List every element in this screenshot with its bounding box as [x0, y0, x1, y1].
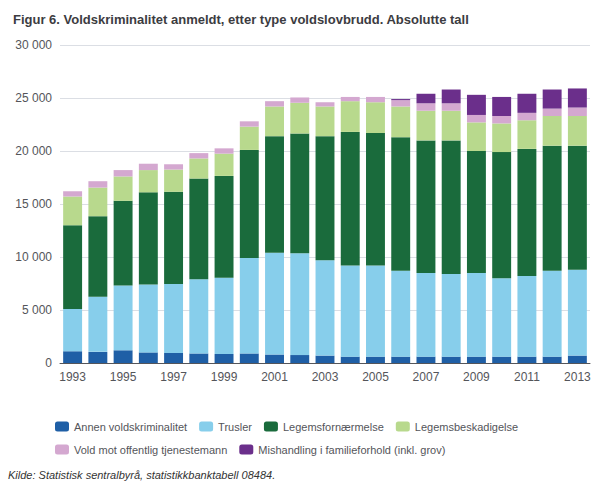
svg-text:2007: 2007	[413, 370, 440, 384]
svg-text:25 000: 25 000	[15, 91, 52, 105]
svg-text:Trusler: Trusler	[218, 421, 252, 433]
svg-text:1997: 1997	[160, 370, 187, 384]
svg-text:1999: 1999	[211, 370, 238, 384]
svg-text:2009: 2009	[463, 370, 490, 384]
svg-text:10 000: 10 000	[15, 250, 52, 264]
svg-text:20 000: 20 000	[15, 144, 52, 158]
svg-text:Annen voldskriminalitet: Annen voldskriminalitet	[74, 421, 187, 433]
svg-text:1993: 1993	[59, 370, 86, 384]
svg-text:2013: 2013	[564, 370, 591, 384]
svg-text:2011: 2011	[514, 370, 540, 384]
svg-text:2001: 2001	[261, 370, 288, 384]
svg-text:Vold mot offentlig tjenesteman: Vold mot offentlig tjenestemann	[74, 444, 227, 456]
svg-text:2005: 2005	[362, 370, 389, 384]
svg-text:30 000: 30 000	[15, 38, 52, 52]
svg-text:Legemsbeskadigelse: Legemsbeskadigelse	[415, 421, 518, 433]
svg-text:Kilde: Statistisk sentralbyrå,: Kilde: Statistisk sentralbyrå, statistik…	[8, 469, 275, 481]
svg-text:1995: 1995	[110, 370, 137, 384]
svg-text:15 000: 15 000	[15, 197, 52, 211]
svg-text:Legemsfornærmelse: Legemsfornærmelse	[283, 421, 384, 433]
svg-text:5 000: 5 000	[22, 303, 52, 317]
svg-text:0: 0	[45, 356, 52, 370]
svg-text:Mishandling i familieforhold (: Mishandling i familieforhold (inkl. grov…	[258, 444, 445, 456]
svg-text:Figur 6. Voldskriminalitet anm: Figur 6. Voldskriminalitet anmeldt, ette…	[13, 12, 469, 27]
svg-text:2003: 2003	[312, 370, 339, 384]
